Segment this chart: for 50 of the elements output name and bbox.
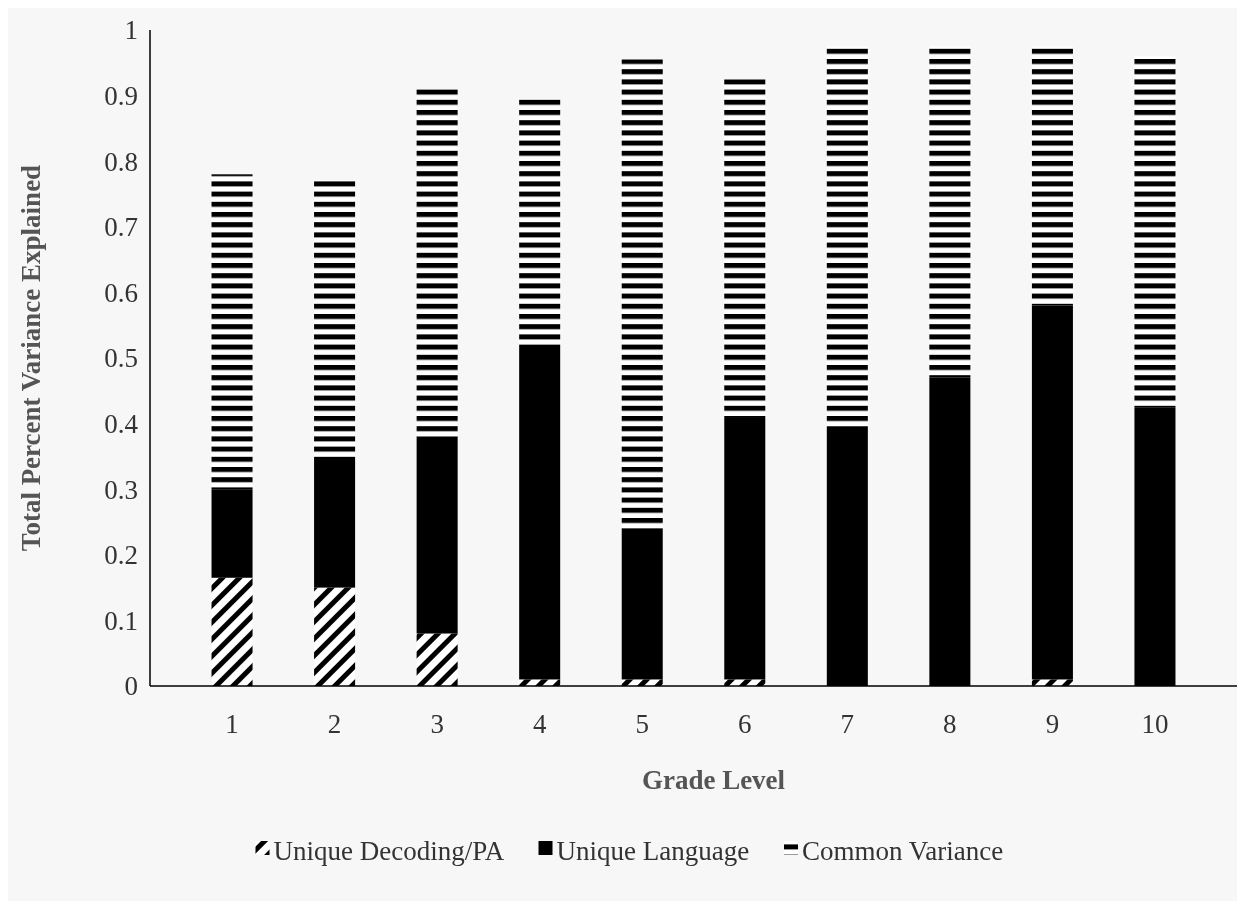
bar bbox=[416, 436, 458, 634]
x-axis-title: Grade Level bbox=[641, 765, 786, 795]
bar bbox=[314, 180, 356, 460]
y-tick-label: 0.4 bbox=[104, 409, 139, 440]
bar bbox=[621, 59, 663, 529]
y-tick-label: 0.3 bbox=[104, 474, 138, 505]
x-tick-label: 8 bbox=[943, 709, 957, 739]
y-tick-label: 0 bbox=[124, 671, 138, 702]
bar bbox=[519, 679, 561, 686]
bar bbox=[314, 459, 356, 588]
bar bbox=[1031, 679, 1073, 686]
legend-label: Unique Decoding/PA bbox=[273, 836, 505, 867]
x-tick-label: 6 bbox=[738, 709, 752, 739]
bar bbox=[724, 417, 766, 680]
x-tick-label: 10 bbox=[1141, 709, 1169, 739]
bar bbox=[416, 633, 458, 686]
x-tick-label: 3 bbox=[430, 709, 444, 739]
bar bbox=[211, 577, 253, 686]
bar bbox=[724, 679, 766, 686]
bar bbox=[416, 89, 458, 437]
y-tick-label: 0.5 bbox=[104, 343, 138, 374]
bar bbox=[314, 587, 356, 686]
bar bbox=[621, 528, 663, 680]
x-tick-label: 9 bbox=[1045, 709, 1060, 739]
bar bbox=[519, 98, 561, 345]
x-tick-label: 5 bbox=[635, 709, 649, 739]
x-tick-label: 2 bbox=[327, 709, 342, 739]
bar bbox=[621, 679, 663, 686]
y-tick-label: 0.7 bbox=[104, 212, 138, 243]
x-tick-label: 4 bbox=[532, 709, 547, 739]
y-tick-label: 0.6 bbox=[104, 277, 138, 308]
y-tick-label: 0.8 bbox=[104, 146, 138, 177]
bar bbox=[1031, 305, 1073, 680]
bar bbox=[1134, 56, 1176, 408]
y-tick-label: 0.1 bbox=[104, 605, 138, 636]
y-tick-label: 0.9 bbox=[104, 81, 138, 112]
y-tick-label: 0.2 bbox=[104, 540, 138, 571]
bar bbox=[929, 46, 971, 378]
bar bbox=[211, 489, 253, 578]
bar bbox=[724, 79, 766, 418]
bar bbox=[519, 344, 561, 680]
x-tick-label: 7 bbox=[840, 709, 855, 739]
x-tick-label: 1 bbox=[225, 709, 239, 739]
legend-label: Unique Language bbox=[556, 836, 750, 867]
legend-label: Common Variance bbox=[802, 836, 1004, 867]
y-axis-title: Total Percent Variance Explained bbox=[16, 164, 46, 552]
bar bbox=[826, 46, 868, 427]
bar bbox=[211, 174, 253, 490]
bar bbox=[1031, 46, 1073, 306]
y-tick-label: 1 bbox=[124, 15, 138, 46]
